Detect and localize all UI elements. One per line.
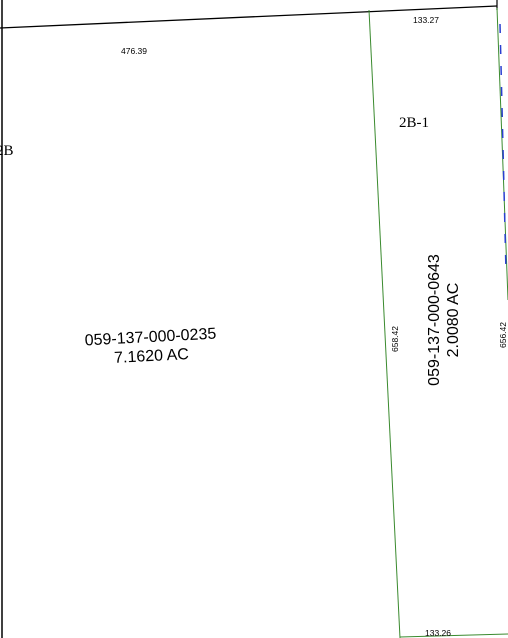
lot-label-left-partial: 2B bbox=[0, 143, 14, 159]
middle-lot-line bbox=[368, 9, 401, 638]
dimension-top-right-lot: 133.27 bbox=[413, 15, 439, 25]
left-parcel-id: 059-137-000-0235 bbox=[84, 326, 216, 350]
left-parcel-acreage: 7.1620 AC bbox=[114, 346, 190, 367]
right-parcel-id: 059-137-000-0643 bbox=[426, 254, 443, 386]
dimension-bottom-right-lot: 133.26 bbox=[425, 628, 451, 638]
dashed-easement-line bbox=[499, 23, 507, 273]
dimension-right-edge: 656.42 bbox=[498, 322, 508, 348]
top-boundary-line bbox=[0, 5, 498, 29]
bottom-lot-line bbox=[399, 633, 508, 638]
right-parcel-label: 059-137-000-0643 2.0080 AC bbox=[426, 254, 462, 386]
right-parcel-acreage: 2.0080 AC bbox=[445, 283, 462, 358]
dimension-middle-divider: 658.42 bbox=[390, 326, 400, 352]
dimension-top-left-lot: 476.39 bbox=[121, 46, 147, 56]
left-parcel-label: 059-137-000-0235 7.1620 AC bbox=[84, 326, 216, 367]
lot-label-right: 2B-1 bbox=[399, 115, 429, 131]
